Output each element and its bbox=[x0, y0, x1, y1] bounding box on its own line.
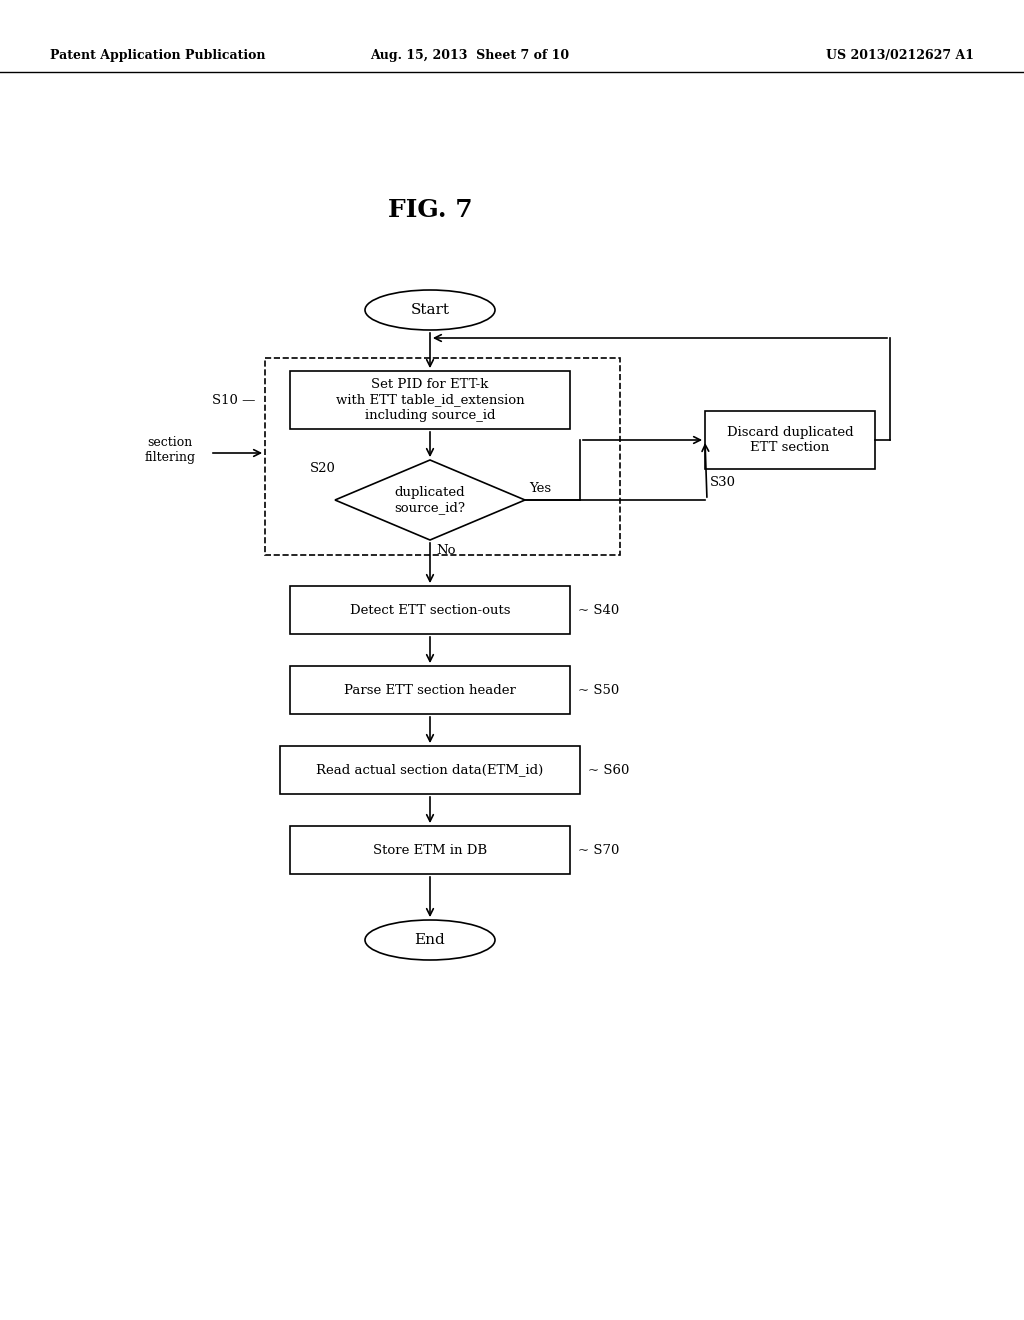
Text: ~ S40: ~ S40 bbox=[578, 603, 620, 616]
Ellipse shape bbox=[365, 920, 495, 960]
Text: FIG. 7: FIG. 7 bbox=[388, 198, 472, 222]
FancyBboxPatch shape bbox=[290, 371, 570, 429]
Text: Store ETM in DB: Store ETM in DB bbox=[373, 843, 487, 857]
Text: S10 —: S10 — bbox=[212, 393, 255, 407]
Text: Parse ETT section header: Parse ETT section header bbox=[344, 684, 516, 697]
Text: Discard duplicated
ETT section: Discard duplicated ETT section bbox=[727, 426, 853, 454]
FancyBboxPatch shape bbox=[290, 826, 570, 874]
FancyBboxPatch shape bbox=[290, 667, 570, 714]
FancyBboxPatch shape bbox=[290, 586, 570, 634]
Text: End: End bbox=[415, 933, 445, 946]
Text: ~ S70: ~ S70 bbox=[578, 843, 620, 857]
Text: Aug. 15, 2013  Sheet 7 of 10: Aug. 15, 2013 Sheet 7 of 10 bbox=[371, 49, 569, 62]
Polygon shape bbox=[335, 459, 525, 540]
FancyBboxPatch shape bbox=[705, 411, 874, 469]
Text: US 2013/0212627 A1: US 2013/0212627 A1 bbox=[826, 49, 974, 62]
Text: S20: S20 bbox=[310, 462, 336, 474]
Text: ~ S50: ~ S50 bbox=[578, 684, 620, 697]
Text: Set PID for ETT-k
with ETT table_id_extension
including source_id: Set PID for ETT-k with ETT table_id_exte… bbox=[336, 379, 524, 421]
Text: S30: S30 bbox=[710, 477, 736, 490]
Text: Patent Application Publication: Patent Application Publication bbox=[50, 49, 265, 62]
Ellipse shape bbox=[365, 290, 495, 330]
Text: section
filtering: section filtering bbox=[144, 436, 196, 465]
Text: Start: Start bbox=[411, 304, 450, 317]
Text: Yes: Yes bbox=[529, 482, 551, 495]
Text: No: No bbox=[436, 544, 456, 557]
FancyBboxPatch shape bbox=[280, 746, 580, 795]
Text: ~ S60: ~ S60 bbox=[588, 763, 630, 776]
Text: Detect ETT section-outs: Detect ETT section-outs bbox=[350, 603, 510, 616]
Text: duplicated
source_id?: duplicated source_id? bbox=[394, 486, 466, 513]
Text: Read actual section data(ETM_id): Read actual section data(ETM_id) bbox=[316, 763, 544, 776]
